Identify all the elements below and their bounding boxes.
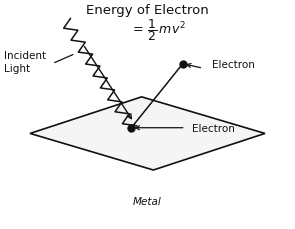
Text: Energy of Electron: Energy of Electron (86, 4, 209, 17)
Text: $=\,\dfrac{1}{2}\,mv^2$: $=\,\dfrac{1}{2}\,mv^2$ (130, 17, 186, 42)
Text: Electron: Electron (212, 60, 255, 69)
Polygon shape (30, 97, 265, 170)
Text: Metal: Metal (133, 196, 162, 206)
Text: Incident
Light: Incident Light (4, 51, 46, 73)
Text: Electron: Electron (191, 123, 235, 133)
